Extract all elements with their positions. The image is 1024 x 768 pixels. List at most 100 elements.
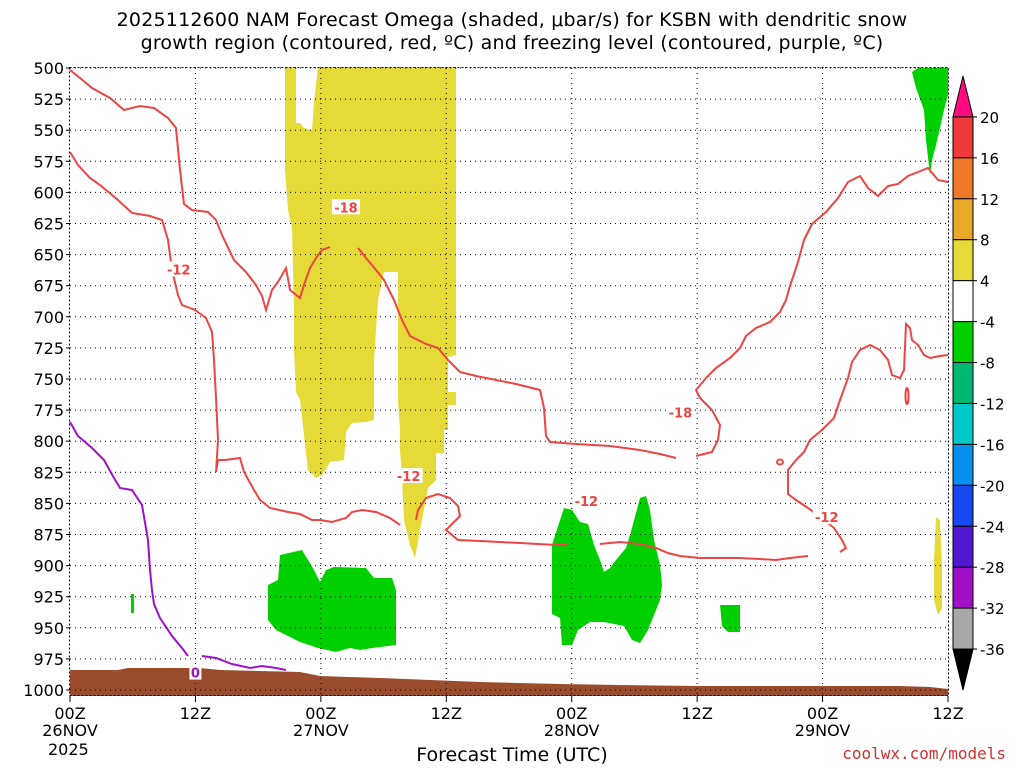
colorbar-swatch-1: [952, 116, 974, 159]
y-tick-label-975: 975: [33, 650, 64, 669]
colorbar-cap-bottom: [952, 648, 974, 691]
y-tick-label-775: 775: [33, 401, 64, 420]
contour-dgz-12-left: [69, 151, 401, 526]
colorbar-label-3: 8: [980, 232, 990, 250]
x-date-label-0: 26NOV: [42, 721, 98, 740]
omega-region-positive-4: [720, 605, 740, 632]
omega-region-positive-1: [268, 550, 396, 652]
colorbar-label-4: 4: [980, 273, 990, 291]
colorbar-swatch-11: [952, 525, 974, 568]
x-tick-label-4: 00Z: [556, 704, 587, 723]
contour-label-0: -12: [167, 264, 191, 279]
omega-region-positive-2: [552, 496, 662, 645]
y-tick-label-700: 700: [33, 308, 64, 327]
x-tick-label-7: 12Z: [932, 704, 963, 723]
x-tick-label-5: 12Z: [681, 704, 712, 723]
y-tick-label-525: 525: [33, 90, 64, 109]
omega-region-negative-2: [934, 517, 942, 615]
colorbar-swatch-3: [952, 198, 974, 241]
y-tick-label-825: 825: [33, 463, 64, 482]
colorbar-swatch-4: [952, 239, 974, 282]
colorbar-label-8: -16: [980, 436, 1005, 454]
colorbar-label-10: -24: [980, 518, 1005, 536]
colorbar-swatch-12: [952, 566, 974, 609]
colorbar-swatch-9: [952, 443, 974, 486]
colorbar-label-6: -8: [980, 355, 995, 373]
contour-dgz-18-b: [357, 247, 677, 459]
y-tick-label-675: 675: [33, 277, 64, 296]
colorbar-label-9: -20: [980, 477, 1005, 495]
y-tick-label-750: 750: [33, 370, 64, 389]
colorbar-swatch-6: [952, 321, 974, 364]
x-tick-label-6: 00Z: [807, 704, 838, 723]
contour-label-1: -18: [334, 201, 358, 216]
start-year-label: 2025: [48, 740, 89, 759]
colorbar-label-5: -4: [980, 314, 995, 332]
y-tick-label-725: 725: [33, 339, 64, 358]
y-tick-label-900: 900: [33, 557, 64, 576]
contour-label-5: -12: [815, 511, 839, 526]
colorbar-swatch-10: [952, 484, 974, 527]
contour-freezing-0b: [201, 655, 287, 671]
chart-title-line1: 2025112600 NAM Forecast Omega (shaded, μ…: [116, 9, 908, 31]
contour-dgz-18-c: [694, 166, 949, 457]
contour-label-bg-5: [812, 509, 841, 525]
y-tick-label-1000: 1000: [23, 681, 64, 700]
x-tick-label-3: 12Z: [431, 704, 462, 723]
omega-region-positive-5: [131, 594, 134, 613]
y-tick-label-800: 800: [33, 432, 64, 451]
contour-freezing-0: [69, 421, 189, 657]
colorbar-swatch-8: [952, 402, 974, 445]
contour-dgz-12-right2: [787, 321, 949, 553]
x-date-label-4: 28NOV: [544, 721, 600, 740]
y-tick-label-600: 600: [33, 183, 64, 202]
omega-region-negative-1: [285, 67, 456, 558]
x-tick-label-1: 12Z: [180, 704, 211, 723]
plot-frame: [69, 67, 949, 696]
contour-dgz-closed-2: [904, 387, 910, 405]
x-tick-label-0: 00Z: [54, 704, 85, 723]
y-tick-label-850: 850: [33, 494, 64, 513]
y-tick-label-875: 875: [33, 526, 64, 545]
contour-dgz-12-right: [599, 540, 809, 562]
y-tick-label-925: 925: [33, 588, 64, 607]
x-date-label-2: 27NOV: [293, 721, 349, 740]
contour-label-6: 0: [191, 667, 200, 682]
contour-label-bg-2: [394, 468, 423, 484]
contour-dgz-18-a: [69, 69, 331, 314]
contour-dgz-12-mid: [415, 492, 568, 546]
colorbar-swatch-13: [952, 607, 974, 650]
contour-dgz-closed-1: [776, 458, 784, 466]
omega-region-positive-3: [912, 68, 948, 175]
colorbar-label-11: -28: [980, 559, 1005, 577]
terrain-surface: [70, 668, 948, 696]
colorbar-label-7: -12: [980, 395, 1005, 413]
contour-label-bg-6: [189, 664, 202, 680]
x-axis-label: Forecast Time (UTC): [416, 744, 608, 766]
y-tick-label-500: 500: [33, 59, 64, 78]
y-tick-label-950: 950: [33, 619, 64, 638]
y-tick-label-575: 575: [33, 152, 64, 171]
contour-label-4: -12: [575, 495, 599, 510]
colorbar-label-1: 16: [980, 150, 999, 168]
colorbar-swatch-7: [952, 362, 974, 404]
x-date-label-6: 29NOV: [795, 721, 851, 740]
x-tick-label-2: 00Z: [305, 704, 336, 723]
contour-label-2: -12: [397, 470, 421, 485]
omega-colorbar: 20 16 12 8 4 -4 -8 -12 -16 -20 -24 -28 -32 -36: [952, 75, 1005, 691]
chart-title-line2: growth region (contoured, red, ºC) and f…: [140, 32, 884, 54]
colorbar-label-12: -32: [980, 600, 1005, 618]
colorbar-label-13: -36: [980, 641, 1005, 659]
colorbar-label-0: 20: [980, 109, 999, 127]
y-tick-label-625: 625: [33, 215, 64, 234]
contour-label-bg-1: [331, 199, 360, 215]
contour-labels: -12 -18 -12 -18 -12 -12 0: [164, 199, 841, 682]
y-tick-label-550: 550: [33, 121, 64, 140]
y-tick-label-650: 650: [33, 246, 64, 265]
omega-shading-layer: [70, 67, 948, 696]
colorbar-cap-top: [952, 75, 974, 118]
contour-label-bg-0: [164, 261, 193, 277]
colorbar-label-2: 12: [980, 191, 999, 209]
